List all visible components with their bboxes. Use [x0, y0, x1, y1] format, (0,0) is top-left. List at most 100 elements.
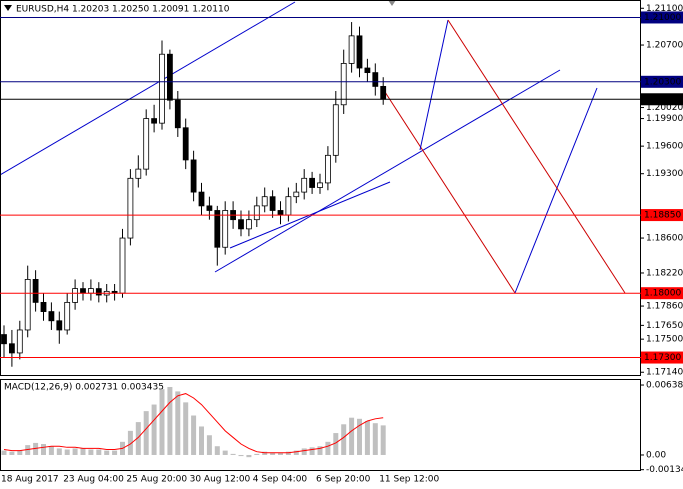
candle-body — [151, 118, 158, 124]
candle-body — [166, 53, 173, 101]
macd-bar — [270, 452, 276, 455]
level-label: 1.18850 — [644, 211, 681, 221]
x-tick-label: 23 Aug 04:00 — [63, 475, 124, 485]
macd-bar — [238, 454, 244, 457]
macd-bar — [1, 450, 7, 455]
candle-body — [340, 63, 347, 106]
candle-body — [143, 118, 150, 170]
y-tick-label: 1.19300 — [646, 169, 683, 179]
x-tick-label: 18 Aug 2017 — [1, 475, 59, 485]
candle-body — [24, 279, 31, 331]
candle-body — [119, 237, 126, 294]
macd-bar — [293, 450, 299, 455]
candle-body — [214, 210, 221, 248]
candle-body — [324, 154, 331, 184]
macd-bar — [88, 449, 94, 455]
candle-body — [72, 288, 78, 303]
y-tick-label: 1.18220 — [646, 268, 683, 278]
macd-bar — [214, 446, 220, 455]
level-label: 1.18000 — [644, 289, 681, 299]
macd-bar — [72, 448, 78, 455]
projection-line — [447, 19, 626, 294]
projection-line — [384, 91, 516, 294]
macd-bar — [112, 450, 118, 455]
x-tick-label: 4 Sep 04:00 — [253, 475, 308, 485]
candle-body — [198, 191, 205, 207]
macd-bar — [25, 445, 31, 455]
x-tick-label: 11 Sep 12:00 — [379, 475, 439, 485]
candle-body — [285, 196, 292, 216]
macd-bar — [127, 430, 133, 455]
macd-bar — [167, 387, 173, 455]
main-pane-frame — [0, 0, 641, 376]
candle-body — [356, 35, 363, 69]
macd-bar — [262, 451, 268, 455]
candle-body — [64, 301, 71, 331]
y-tick-label: 1.20020 — [646, 103, 683, 113]
macd-bar — [325, 441, 331, 455]
y-tick-label: -0.00134 — [646, 465, 683, 475]
macd-bar — [175, 391, 181, 455]
candle-body — [190, 159, 197, 193]
y-tick-label: 1.19600 — [646, 142, 683, 152]
projection-line — [514, 87, 598, 294]
candle-body — [309, 177, 316, 188]
level-label-box — [641, 209, 683, 222]
level-label-box — [641, 75, 683, 88]
candle-body — [332, 104, 339, 156]
channel-line — [0, 1, 296, 176]
candle-body — [8, 343, 15, 354]
y-tick-label: 1.17650 — [646, 321, 683, 331]
x-tick-label: 30 Aug 12:00 — [190, 475, 251, 485]
level-label-box — [641, 287, 683, 300]
macd-bar — [80, 448, 86, 455]
candle-body — [88, 288, 94, 294]
macd-bar — [222, 450, 228, 455]
candle-body — [159, 53, 165, 124]
macd-bar — [254, 453, 260, 455]
macd-bar — [349, 417, 355, 455]
candle-body — [253, 205, 260, 221]
menu-arrow — [4, 5, 12, 11]
macd-title: MACD(12,26,9) 0.002731 0.003435 — [4, 383, 164, 393]
candle-body — [206, 205, 213, 211]
x-tick-label: 25 Aug 20:00 — [126, 475, 187, 485]
level-label-box — [641, 11, 683, 24]
candle-body — [380, 85, 387, 100]
macd-bar — [357, 418, 362, 455]
macd-bar — [230, 453, 236, 455]
candle-body — [56, 320, 63, 331]
candle-body — [238, 219, 244, 230]
macd-bar — [317, 446, 323, 455]
macd-bar — [285, 451, 291, 455]
shift-marker — [388, 0, 396, 6]
macd-bar — [191, 415, 197, 455]
projection-line — [419, 19, 449, 151]
macd-bar — [278, 452, 283, 455]
candle-body — [261, 196, 268, 207]
macd-bar — [9, 451, 15, 455]
macd-bar — [135, 422, 141, 455]
chart-title: EURUSD,H4 1.20203 1.20250 1.20091 1.2011… — [16, 5, 230, 15]
x-tick-label: 6 Sep 20:00 — [316, 475, 371, 485]
y-tick-label: 0.00 — [646, 450, 666, 460]
level-label-box — [641, 93, 683, 106]
macd-bar — [380, 425, 386, 455]
candle-body — [32, 279, 39, 303]
candle-body — [1, 334, 7, 345]
candle-body — [364, 67, 371, 74]
macd-bar — [183, 402, 189, 455]
y-tick-label: 1.17140 — [646, 368, 683, 378]
y-tick-label: 1.17500 — [646, 335, 683, 345]
macd-bar — [159, 389, 165, 455]
candle-body — [48, 311, 55, 322]
macd-bar — [56, 448, 62, 455]
candle-body — [80, 288, 86, 294]
macd-bar — [372, 423, 378, 455]
macd-bar — [96, 449, 102, 455]
level-label: 1.17300 — [644, 353, 681, 363]
y-tick-label: 0.006381 — [646, 381, 683, 391]
macd-bar — [17, 450, 23, 455]
macd-bar — [246, 454, 252, 458]
